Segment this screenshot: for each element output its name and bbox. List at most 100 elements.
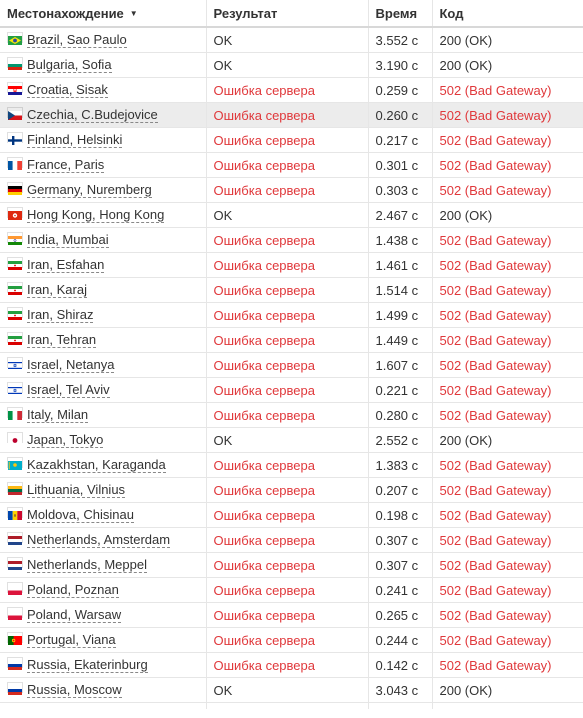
location-link[interactable]: Kazakhstan, Karaganda [27,457,166,473]
table-row[interactable]: Brazil, Sao Paulo OK 3.552 с 200 (OK) [0,27,583,53]
code-cell: 200 (OK) [431,27,583,53]
location-link[interactable]: Netherlands, Amsterdam [27,532,171,548]
table-row[interactable]: Russia, Ekaterinburg Ошибка сервера 0.142 … [0,652,583,678]
result-cell: Ошибка сервера [205,352,368,378]
location-cell: Iran, Shiraz [0,302,206,328]
location-cell: Netherlands, Amsterdam [0,527,206,553]
column-header-code[interactable]: Код [431,0,583,28]
japan-flag-icon [7,432,23,445]
table-row[interactable]: Moldova, Chisinau Ошибка сервера 0.198 с 50… [0,502,583,528]
location-cell: Bulgaria, Sofia [0,52,206,78]
result-cell: Ошибка сервера [205,177,368,203]
finland-flag-icon [7,132,23,145]
poland-flag-icon [7,607,23,620]
table-row[interactable]: Croatia, Sisak Ошибка сервера 0.259 с 502 (… [0,77,583,103]
result-cell: OK [205,202,368,228]
location-link[interactable]: Portugal, Viana [27,632,116,648]
table-row[interactable]: India, Mumbai Ошибка сервера 1.438 с 502 (B… [0,227,583,253]
time-cell: 1.449 с [367,327,432,353]
table-row[interactable]: Israel, Tel Aviv Ошибка сервера 0.221 с 502… [0,377,583,403]
location-link[interactable]: Poland, Warsaw [27,607,122,623]
russia-flag-icon [7,682,23,695]
table-row[interactable]: Israel, Netanya Ошибка сервера 1.607 с 502 … [0,352,583,378]
result-cell: Ошибка сервера [205,652,368,678]
location-link[interactable]: Hong Kong, Hong Kong [27,207,165,223]
location-link[interactable]: Croatia, Sisak [27,82,108,98]
table-row[interactable]: Hong Kong, Hong Kong OK 2.467 с 200 (OK) [0,202,583,228]
result-cell: Ошибка сервера [205,577,368,603]
location-link[interactable]: France, Paris [27,157,105,173]
location-cell: Lithuania, Vilnius [0,477,206,503]
time-cell: 2.552 с [367,427,432,453]
column-header-time[interactable]: Время [367,0,432,28]
location-link[interactable]: Netherlands, Meppel [27,557,147,573]
table-row[interactable]: Kazakhstan, Karaganda Ошибка сервера 1.383… [0,452,583,478]
caret-down-icon[interactable]: ▼ [129,8,138,18]
result-cell: Ошибка сервера [205,527,368,553]
table-row[interactable]: Iran, Karaj Ошибка сервера 1.514 с 502 (Bad… [0,277,583,303]
location-link[interactable]: Iran, Esfahan [27,257,105,273]
column-header-result[interactable]: Результат [205,0,368,28]
result-cell: Ошибка сервера [205,452,368,478]
location-cell: Russia, Moscow [0,677,206,703]
location-link[interactable]: Russia, Ekaterinburg [27,657,148,673]
location-cell: Japan, Tokyo [0,427,206,453]
location-link[interactable]: Poland, Poznan [27,582,119,598]
location-link[interactable]: Moldova, Chisinau [27,507,134,523]
table-row[interactable]: Netherlands, Amsterdam Ошибка сервера 0.30… [0,527,583,553]
code-cell: 502 (Bad Gateway) [431,627,583,653]
location-link[interactable]: Israel, Netanya [27,357,115,373]
location-link[interactable]: Japan, Tokyo [27,432,104,448]
table-row[interactable]: Japan, Tokyo OK 2.552 с 200 (OK) [0,427,583,453]
location-cell: Israel, Tel Aviv [0,377,206,403]
location-link[interactable]: Israel, Tel Aviv [27,382,110,398]
time-cell: 0.307 с [367,552,432,578]
table-row[interactable]: Iran, Tehran Ошибка сервера 1.449 с 502 (Ba… [0,327,583,353]
location-link[interactable]: Iran, Shiraz [27,307,94,323]
location-link[interactable]: India, Mumbai [27,232,109,248]
location-link[interactable]: Italy, Milan [27,407,89,423]
time-cell: 0.260 с [367,102,432,128]
location-link[interactable]: Czechia, C.Budejovice [27,107,158,123]
empty-cell [205,702,368,709]
location-link[interactable]: Finland, Helsinki [27,132,123,148]
result-cell: Ошибка сервера [205,227,368,253]
table-row[interactable]: Bulgaria, Sofia OK 3.190 с 200 (OK) [0,52,583,78]
table-row[interactable]: Poland, Warsaw Ошибка сервера 0.265 с 502 (… [0,602,583,628]
code-cell: 502 (Bad Gateway) [431,152,583,178]
location-cell: Iran, Karaj [0,277,206,303]
table-row[interactable]: Italy, Milan Ошибка сервера 0.280 с 502 (Ba… [0,402,583,428]
code-cell: 502 (Bad Gateway) [431,652,583,678]
location-link[interactable]: Brazil, Sao Paulo [27,32,127,48]
table-row-partial [0,702,583,709]
empty-cell [367,702,432,709]
location-link[interactable]: Lithuania, Vilnius [27,482,126,498]
table-row[interactable]: Netherlands, Meppel Ошибка сервера 0.307 с… [0,552,583,578]
location-link[interactable]: Russia, Moscow [27,682,122,698]
time-cell: 1.438 с [367,227,432,253]
location-link[interactable]: Iran, Karaj [27,282,87,298]
table-row[interactable]: Iran, Esfahan Ошибка сервера 1.461 с 502 (B… [0,252,583,278]
table-row[interactable]: Finland, Helsinki Ошибка сервера 0.217 с 50… [0,127,583,153]
location-link[interactable]: Bulgaria, Sofia [27,57,112,73]
column-header-location[interactable]: Местонахождение ▼ [0,0,206,28]
location-cell: Italy, Milan [0,402,206,428]
table-row[interactable]: Russia, Moscow OK 3.043 с 200 (OK) [0,677,583,703]
location-link[interactable]: Germany, Nuremberg [27,182,152,198]
table-row[interactable]: Poland, Poznan Ошибка сервера 0.241 с 502 (… [0,577,583,603]
location-link[interactable]: Iran, Tehran [27,332,97,348]
result-cell: Ошибка сервера [205,402,368,428]
code-cell: 502 (Bad Gateway) [431,127,583,153]
empty-cell [431,702,583,709]
code-cell: 502 (Bad Gateway) [431,577,583,603]
code-cell: 200 (OK) [431,202,583,228]
table-row[interactable]: Iran, Shiraz Ошибка сервера 1.499 с 502 (Ba… [0,302,583,328]
code-cell: 502 (Bad Gateway) [431,277,583,303]
code-cell: 502 (Bad Gateway) [431,327,583,353]
table-row[interactable]: Czechia, C.Budejovice Ошибка сервера 0.260… [0,102,583,128]
table-row[interactable]: Portugal, Viana Ошибка сервера 0.244 с 502 … [0,627,583,653]
table-row[interactable]: France, Paris Ошибка сервера 0.301 с 502 (B… [0,152,583,178]
